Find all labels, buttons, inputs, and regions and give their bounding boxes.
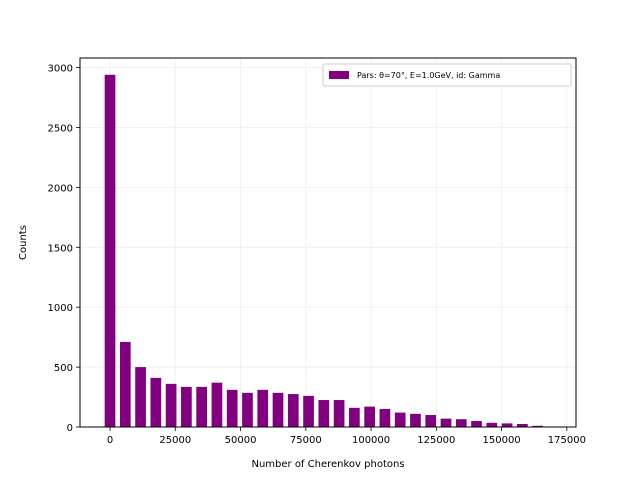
- y-tick-label: 2000: [48, 183, 73, 194]
- histogram-bar: [379, 409, 391, 427]
- histogram-bar: [455, 419, 467, 427]
- histogram-bar: [501, 423, 513, 427]
- x-axis-ticks: 0 25000 50000 75000 100000 125000 150000 175000: [107, 427, 586, 446]
- histogram-bar: [517, 424, 528, 427]
- histogram-bar: [272, 392, 284, 427]
- y-tick-label: 1500: [48, 243, 73, 254]
- histogram-bar: [349, 407, 360, 427]
- histogram-bar: [303, 395, 314, 427]
- histogram-bar: [257, 389, 269, 427]
- y-tick-label: 2500: [48, 123, 73, 134]
- x-tick-label: 75000: [290, 435, 322, 446]
- y-axis-ticks: 0 500 1000 1500 2000 2500 3000: [48, 64, 80, 434]
- y-axis-label: Counts: [18, 225, 29, 260]
- histogram-bar: [318, 400, 330, 427]
- grid-lines: [80, 58, 576, 428]
- histogram-bar: [150, 377, 162, 427]
- x-tick-label: 50000: [225, 435, 257, 446]
- legend-label: Pars: θ=70°, E=1.0GeV, id: Gamma: [357, 71, 500, 80]
- histogram-bar: [242, 392, 253, 427]
- x-axis-label: Number of Cherenkov photons: [251, 459, 404, 470]
- x-tick-label: 0: [107, 435, 113, 446]
- histogram-bar: [394, 412, 406, 427]
- y-tick-label: 500: [54, 363, 73, 374]
- histogram-bar: [135, 367, 146, 427]
- histogram-bar: [486, 422, 498, 427]
- histogram-bar: [196, 386, 208, 427]
- histogram-bar: [532, 425, 543, 427]
- histogram-bar: [165, 383, 177, 427]
- plot-frame: [79, 57, 577, 428]
- histogram-bar: [333, 400, 345, 427]
- histogram-bar: [181, 386, 192, 427]
- legend: Pars: θ=70°, E=1.0GeV, id: Gamma: [322, 63, 572, 87]
- x-tick-label: 175000: [548, 435, 586, 446]
- histogram-bar: [104, 74, 116, 427]
- bars: [104, 74, 543, 427]
- legend-swatch: [329, 71, 349, 79]
- histogram-bar: [425, 415, 437, 427]
- histogram-bar: [364, 406, 375, 427]
- legend-box: [322, 63, 572, 87]
- histogram-bar: [410, 413, 421, 427]
- histogram-bar: [471, 421, 482, 427]
- x-tick-label: 150000: [483, 435, 521, 446]
- histogram-bar: [226, 389, 238, 427]
- y-tick-label: 3000: [48, 64, 73, 75]
- histogram-bar: [287, 394, 299, 427]
- x-tick-label: 25000: [159, 435, 191, 446]
- x-tick-label: 100000: [352, 435, 390, 446]
- y-tick-label: 0: [67, 423, 73, 434]
- x-tick-label: 125000: [417, 435, 455, 446]
- y-tick-label: 1000: [48, 303, 73, 314]
- histogram-bar: [440, 418, 452, 427]
- histogram-bar: [211, 382, 223, 427]
- histogram-bar: [119, 341, 131, 427]
